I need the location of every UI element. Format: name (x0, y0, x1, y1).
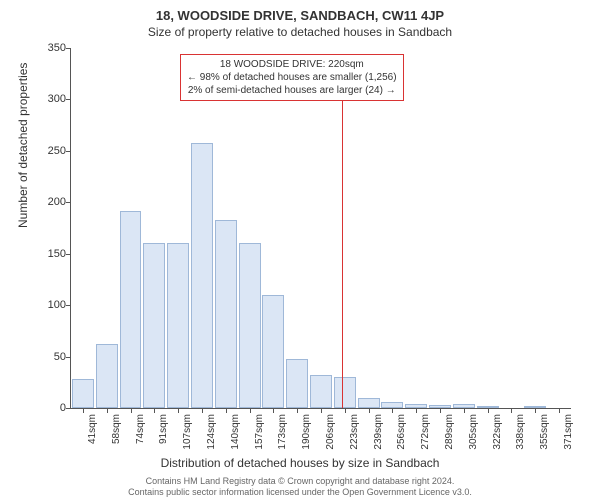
x-tick-mark (131, 408, 132, 413)
y-tick-mark (66, 99, 71, 100)
x-tick-label: 371sqm (563, 414, 574, 450)
x-tick-label: 355sqm (539, 414, 550, 450)
y-tick-label: 350 (48, 42, 66, 54)
x-tick-mark (297, 408, 298, 413)
x-tick-label: 322sqm (492, 414, 503, 450)
histogram-bar (239, 243, 261, 408)
x-tick-label: 338sqm (515, 414, 526, 450)
histogram-bar (72, 379, 94, 408)
x-tick-label: 239sqm (373, 414, 384, 450)
plot-region: 05010015020025030035041sqm58sqm74sqm91sq… (70, 48, 571, 409)
y-tick-mark (66, 305, 71, 306)
y-tick-mark (66, 151, 71, 152)
x-tick-label: 107sqm (182, 414, 193, 450)
x-tick-mark (464, 408, 465, 413)
y-tick-mark (66, 408, 71, 409)
footer-line-2: Contains public sector information licen… (0, 487, 600, 498)
annotation-line: 2% of semi-detached houses are larger (2… (187, 84, 397, 97)
x-tick-mark (416, 408, 417, 413)
x-tick-mark (273, 408, 274, 413)
x-tick-mark (321, 408, 322, 413)
x-tick-label: 41sqm (87, 414, 98, 444)
x-tick-mark (511, 408, 512, 413)
reference-marker-line (342, 84, 343, 408)
x-tick-label: 140sqm (230, 414, 241, 450)
x-tick-mark (202, 408, 203, 413)
x-tick-mark (488, 408, 489, 413)
x-tick-label: 305sqm (468, 414, 479, 450)
histogram-bar (286, 359, 308, 408)
x-tick-label: 223sqm (349, 414, 360, 450)
y-tick-mark (66, 254, 71, 255)
x-tick-mark (392, 408, 393, 413)
x-tick-label: 157sqm (254, 414, 265, 450)
footer-line-1: Contains HM Land Registry data © Crown c… (0, 476, 600, 487)
y-tick-label: 300 (48, 93, 66, 105)
x-tick-label: 272sqm (420, 414, 431, 450)
chart-container: 18, WOODSIDE DRIVE, SANDBACH, CW11 4JP S… (0, 0, 600, 500)
x-tick-label: 206sqm (325, 414, 336, 450)
x-tick-mark (440, 408, 441, 413)
x-tick-label: 74sqm (135, 414, 146, 444)
title-main: 18, WOODSIDE DRIVE, SANDBACH, CW11 4JP (0, 0, 600, 23)
x-tick-label: 256sqm (396, 414, 407, 450)
annotation-line: ← 98% of detached houses are smaller (1,… (187, 71, 397, 84)
x-tick-mark (178, 408, 179, 413)
y-tick-label: 200 (48, 196, 66, 208)
y-tick-label: 250 (48, 145, 66, 157)
x-tick-mark (107, 408, 108, 413)
x-tick-label: 173sqm (277, 414, 288, 450)
x-tick-mark (345, 408, 346, 413)
x-tick-mark (250, 408, 251, 413)
histogram-bar (143, 243, 165, 408)
x-tick-label: 58sqm (111, 414, 122, 444)
y-tick-label: 50 (54, 351, 66, 363)
histogram-bar (215, 220, 237, 408)
x-tick-label: 190sqm (301, 414, 312, 450)
x-tick-mark (83, 408, 84, 413)
histogram-bar (96, 344, 118, 408)
histogram-bar (310, 375, 332, 408)
title-sub: Size of property relative to detached ho… (0, 23, 600, 39)
chart-area: 05010015020025030035041sqm58sqm74sqm91sq… (70, 48, 570, 408)
histogram-bar (191, 143, 213, 408)
y-tick-label: 100 (48, 299, 66, 311)
histogram-bar (334, 377, 356, 408)
x-tick-mark (226, 408, 227, 413)
x-tick-mark (154, 408, 155, 413)
x-axis-label: Distribution of detached houses by size … (0, 456, 600, 470)
annotation-box: 18 WOODSIDE DRIVE: 220sqm← 98% of detach… (180, 54, 404, 101)
footer-attribution: Contains HM Land Registry data © Crown c… (0, 476, 600, 498)
y-tick-mark (66, 48, 71, 49)
histogram-bar (120, 211, 142, 408)
x-tick-mark (559, 408, 560, 413)
x-tick-label: 124sqm (206, 414, 217, 450)
x-tick-mark (369, 408, 370, 413)
histogram-bar (262, 295, 284, 408)
histogram-bar (167, 243, 189, 408)
x-tick-label: 289sqm (444, 414, 455, 450)
annotation-line: 18 WOODSIDE DRIVE: 220sqm (187, 58, 397, 71)
histogram-bar (358, 398, 380, 408)
x-tick-mark (535, 408, 536, 413)
y-axis-label: Number of detached properties (16, 63, 30, 228)
y-tick-mark (66, 202, 71, 203)
y-tick-mark (66, 357, 71, 358)
x-tick-label: 91sqm (158, 414, 169, 444)
y-tick-label: 150 (48, 248, 66, 260)
